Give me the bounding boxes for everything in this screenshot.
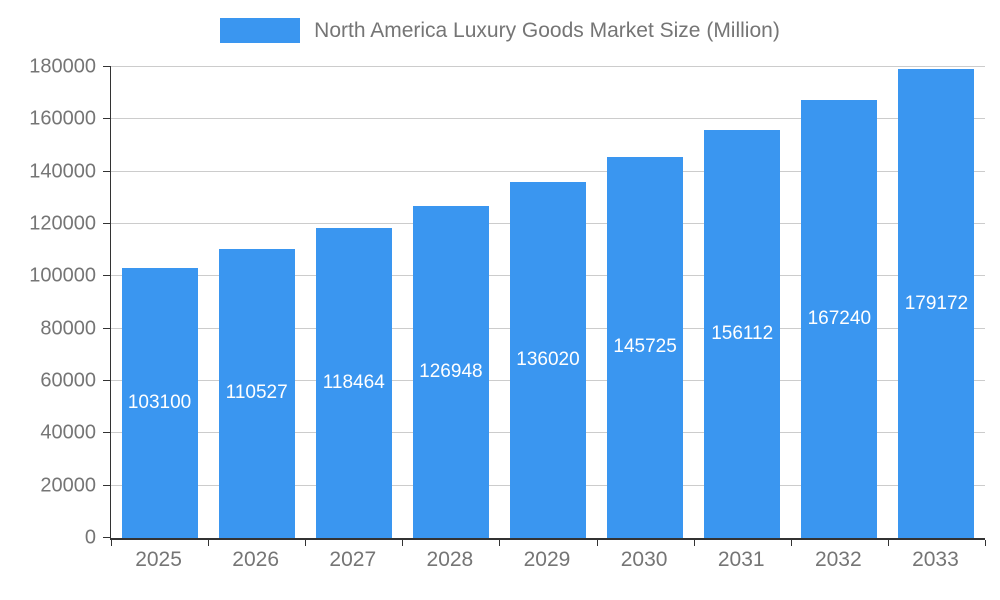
bar: 118464 xyxy=(315,228,392,538)
bar: 145725 xyxy=(607,156,684,538)
y-axis-tick xyxy=(103,484,111,486)
y-tick-label: 40000 xyxy=(40,421,96,444)
legend-swatch xyxy=(220,18,301,43)
bar-slot: 136020 xyxy=(499,67,596,538)
bar: 103100 xyxy=(121,268,198,538)
bar-slot: 179172 xyxy=(888,67,985,538)
y-axis-tick xyxy=(103,170,111,172)
bar-value-label: 156112 xyxy=(711,322,774,344)
bar-slot: 103100 xyxy=(111,67,208,538)
chart-title: North America Luxury Goods Market Size (… xyxy=(314,18,780,42)
x-tick-label: 2028 xyxy=(426,548,474,571)
bar-slot: 145725 xyxy=(597,67,694,538)
x-tick-label: 2031 xyxy=(717,548,765,571)
x-tick-label: 2033 xyxy=(912,548,959,571)
x-axis: 2025 2026 2027 2028 2029 2030 2031 2032 2033 xyxy=(110,548,984,572)
x-tick-label: 2032 xyxy=(814,548,862,571)
bar: 156112 xyxy=(704,129,781,538)
y-axis-tick xyxy=(103,432,111,434)
x-axis-tick xyxy=(499,540,501,546)
bar-value-label: 136020 xyxy=(516,349,580,371)
y-tick-label: 100000 xyxy=(29,264,96,287)
plot-area: 103100 110527 118464 126948 136020 145725 1561… xyxy=(103,66,986,546)
y-tick-label: 120000 xyxy=(29,212,96,235)
bar: 126948 xyxy=(412,205,489,538)
x-axis-tick xyxy=(887,540,889,546)
bar-value-label: 110527 xyxy=(225,382,288,404)
x-axis-tick xyxy=(305,540,307,546)
x-axis-tick xyxy=(790,540,792,546)
x-tick-label: 2026 xyxy=(232,548,280,571)
y-tick-label: 160000 xyxy=(29,107,96,130)
bar-value-label: 167240 xyxy=(807,308,872,330)
gridline xyxy=(111,170,985,172)
bar-value-label: 126948 xyxy=(419,360,483,382)
y-axis-tick xyxy=(103,223,111,225)
y-axis: 0 20000 40000 60000 80000 100000 120000 140000 1… xyxy=(0,56,96,549)
y-axis-tick xyxy=(103,66,111,67)
bar-slot: 110527 xyxy=(208,67,305,538)
bar-value-label: 179172 xyxy=(904,292,969,314)
x-axis-tick xyxy=(111,540,112,546)
x-axis-tick xyxy=(208,540,210,546)
y-axis-tick xyxy=(103,118,111,120)
bar-value-label: 145725 xyxy=(613,336,677,358)
bar-slot: 126948 xyxy=(402,67,499,538)
y-axis-tick xyxy=(103,537,111,538)
y-axis-tick xyxy=(103,275,111,277)
chart-legend: North America Luxury Goods Market Size (… xyxy=(0,18,1000,43)
bar-value-label: 118464 xyxy=(322,372,385,394)
y-tick-label: 60000 xyxy=(40,369,96,392)
y-tick-label: 80000 xyxy=(40,317,96,340)
x-axis-tick xyxy=(693,540,695,546)
bar-slot: 167240 xyxy=(791,67,888,538)
bar: 110527 xyxy=(218,248,295,538)
x-tick-label: 2027 xyxy=(329,548,377,571)
x-axis-tick xyxy=(402,540,404,546)
bar-slot: 118464 xyxy=(305,67,402,538)
y-axis-tick xyxy=(103,380,111,382)
bar-value-label: 103100 xyxy=(127,392,192,414)
bar: 136020 xyxy=(509,182,586,538)
x-axis-tick xyxy=(596,540,598,546)
y-tick-label: 180000 xyxy=(29,55,96,78)
x-tick-label: 2029 xyxy=(523,548,571,571)
y-tick-label: 0 xyxy=(84,526,96,549)
x-axis-tick xyxy=(985,540,986,546)
gridline xyxy=(111,118,985,120)
bar: 167240 xyxy=(801,100,878,538)
gridline xyxy=(111,66,985,67)
bars-container: 103100 110527 118464 126948 136020 145725 1561… xyxy=(111,67,985,538)
y-tick-label: 20000 xyxy=(40,474,96,497)
bar: 179172 xyxy=(898,69,975,538)
y-tick-label: 140000 xyxy=(29,160,96,183)
x-tick-label: 2025 xyxy=(135,548,182,571)
y-axis-tick xyxy=(103,327,111,329)
x-tick-label: 2030 xyxy=(620,548,668,571)
bar-slot: 156112 xyxy=(694,67,791,538)
